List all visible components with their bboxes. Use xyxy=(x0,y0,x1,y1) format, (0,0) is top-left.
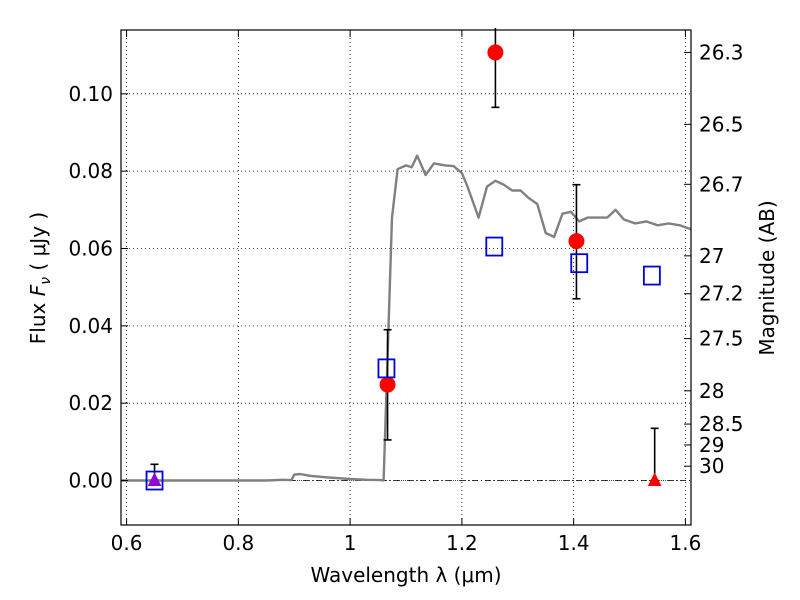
y-tick-label: 0.02 xyxy=(68,391,113,415)
observed-flux-point xyxy=(488,45,503,60)
x-tick-label: 1.4 xyxy=(558,531,590,555)
observed-flux-point xyxy=(569,234,584,249)
x-tick-label: 1.2 xyxy=(446,531,478,555)
right-tick-label: 30 xyxy=(699,454,724,478)
right-tick-label: 27 xyxy=(699,244,724,268)
right-tick-label: 28 xyxy=(699,379,724,403)
y-axis-label-right: Magnitude (AB) xyxy=(755,200,779,355)
plot-background xyxy=(121,30,691,525)
y-tick-label: 0.08 xyxy=(68,159,113,183)
y-label-subscript: ν xyxy=(38,277,54,285)
x-tick-label: 1 xyxy=(344,531,357,555)
sed-chart: 0.6 0.8 1 1.2 1.4 1.6 0.00 0.02 0.04 0.06 0.08 0.1… xyxy=(0,0,800,600)
right-tick-label: 26.3 xyxy=(699,40,744,64)
y-label-prefix: Flux xyxy=(26,296,50,344)
y-label-unit: ( μJy ) xyxy=(26,212,50,277)
observed-flux-point xyxy=(380,377,395,392)
y-tick-label: 0.04 xyxy=(68,314,113,338)
right-tick-label: 26.5 xyxy=(699,112,744,136)
x-tick-label: 0.8 xyxy=(222,531,254,555)
right-tick-label: 27.2 xyxy=(699,282,744,306)
y-label-symbol: F xyxy=(26,284,50,296)
right-tick-label: 27.5 xyxy=(699,327,744,351)
right-tick-label: 26.7 xyxy=(699,172,744,196)
y-axis-label-left: Flux Fν ( μJy ) xyxy=(26,212,54,344)
y-tick-label: 0.06 xyxy=(68,236,113,260)
x-axis-label: Wavelength λ (μm) xyxy=(310,563,501,587)
y-axis-ticks: 0.00 0.02 0.04 0.06 0.08 0.10 xyxy=(68,82,128,493)
x-tick-label: 1.6 xyxy=(670,531,702,555)
x-tick-label: 0.6 xyxy=(111,531,143,555)
y-tick-label: 0.00 xyxy=(68,469,113,493)
y-tick-label: 0.10 xyxy=(68,82,113,106)
